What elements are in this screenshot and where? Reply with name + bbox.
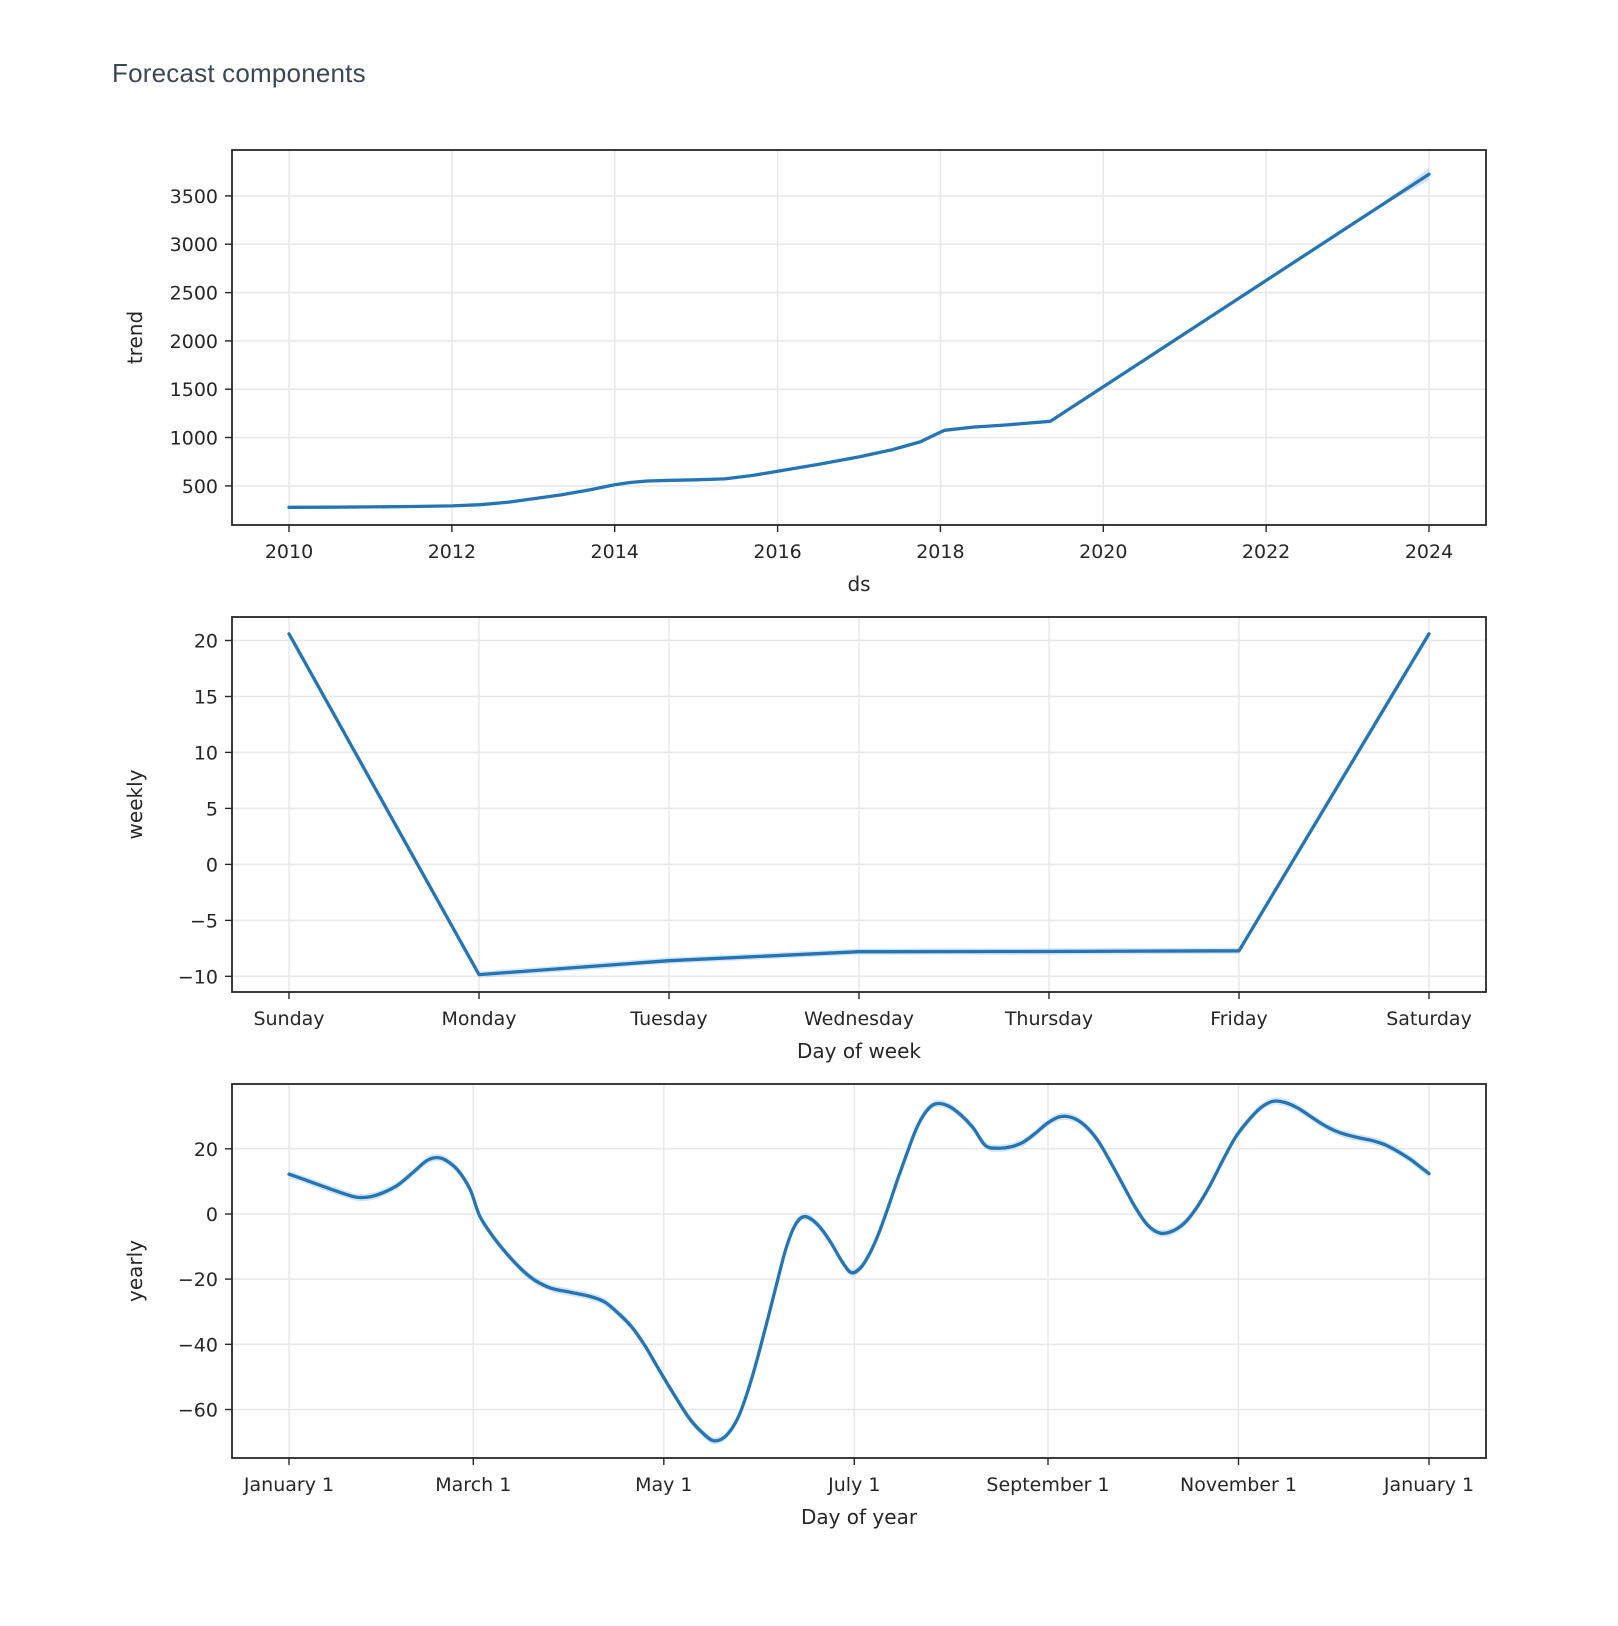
y-tick-label: 20 [194, 631, 218, 653]
y-tick-label: 3000 [170, 234, 218, 256]
x-tick-label: September 1 [986, 1474, 1109, 1496]
weekly-line [287, 632, 1431, 977]
y-tick-label: 1000 [170, 428, 218, 450]
trend-frame [231, 149, 1487, 526]
x-tick-label: Wednesday [804, 1008, 914, 1030]
yearly-ticks [225, 1148, 1430, 1465]
weekly-ticks [225, 639, 1430, 999]
x-tick-label: 2016 [753, 541, 801, 563]
y-tick-label: 5 [206, 798, 218, 820]
figure-title: Forecast components [112, 58, 366, 88]
yearly-subplot: January 1 March 1 May 1 July 1 September 1 No… [123, 1083, 1487, 1529]
y-tick-label: 20 [194, 1139, 218, 1161]
x-tick-label: 2010 [265, 541, 313, 563]
y-tick-label: 10 [194, 742, 218, 764]
x-tick-label: Thursday [1004, 1008, 1093, 1030]
y-tick-label: −40 [178, 1334, 218, 1356]
y-tick-label: 15 [194, 687, 218, 709]
weekly-yaxis-label: weekly [123, 769, 147, 839]
weekly-xaxis-label: Day of week [797, 1039, 921, 1063]
y-tick-label: −5 [190, 910, 218, 932]
trend-line [287, 172, 1431, 509]
x-tick-label: 2012 [428, 541, 476, 563]
yearly-frame [231, 1083, 1487, 1459]
x-tick-label: Monday [441, 1008, 516, 1030]
trend-grid [232, 150, 1486, 525]
x-tick-label: July 1 [827, 1474, 880, 1496]
x-tick-label: March 1 [435, 1474, 511, 1496]
y-tick-label: 2500 [170, 283, 218, 305]
weekly-subplot: Sunday Monday Tuesday Wednesday Thursday Frid… [123, 616, 1487, 1063]
x-tick-label: 2018 [916, 541, 964, 563]
trend-yaxis-label: trend [123, 311, 147, 364]
y-tick-label: 0 [206, 854, 218, 876]
x-tick-label: 2022 [1242, 541, 1290, 563]
y-tick-label: 1500 [170, 379, 218, 401]
yearly-xaxis-label: Day of year [801, 1505, 918, 1529]
trend-ticks [225, 195, 1430, 532]
trend-xaxis-label: ds [847, 572, 870, 596]
x-tick-label: 2020 [1079, 541, 1127, 563]
y-tick-label: −20 [178, 1269, 218, 1291]
y-tick-label: 500 [182, 476, 218, 498]
trend-subplot: 2010 2012 2014 2016 2018 2020 2022 2024 500 1000 1… [123, 149, 1487, 596]
x-tick-label: November 1 [1180, 1474, 1297, 1496]
y-tick-label: 0 [206, 1204, 218, 1226]
yearly-yaxis-label: yearly [123, 1240, 147, 1302]
x-tick-label: 2024 [1405, 541, 1453, 563]
x-tick-label: Saturday [1386, 1008, 1472, 1030]
yearly-grid [232, 1084, 1486, 1458]
y-tick-label: −60 [178, 1400, 218, 1422]
yearly-line [287, 1099, 1431, 1443]
x-tick-label: January 1 [1383, 1474, 1474, 1496]
x-tick-label: Sunday [253, 1008, 324, 1030]
y-tick-label: −10 [178, 966, 218, 988]
weekly-grid [232, 617, 1486, 992]
x-tick-label: Tuesday [629, 1008, 707, 1030]
x-tick-label: Friday [1210, 1008, 1268, 1030]
x-tick-label: May 1 [635, 1474, 692, 1496]
y-tick-label: 2000 [170, 331, 218, 353]
x-tick-label: 2014 [591, 541, 639, 563]
x-tick-label: January 1 [243, 1474, 334, 1496]
y-tick-label: 3500 [170, 186, 218, 208]
